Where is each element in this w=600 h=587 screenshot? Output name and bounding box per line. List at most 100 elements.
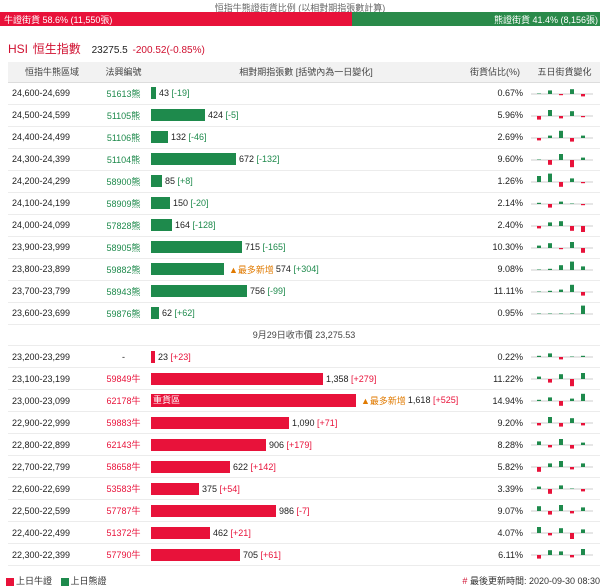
- range-cell: 24,500-24,599: [8, 104, 96, 127]
- trend-bar: [537, 93, 541, 94]
- contracts-text: 85 [+8]: [165, 176, 193, 186]
- table-row: 24,500-24,599 51105熊 424 [-5] 5.96%: [8, 104, 600, 127]
- contracts-value: 150: [173, 198, 189, 208]
- trend-bar: [581, 93, 585, 96]
- contracts-cell: 672 [-132]: [151, 148, 461, 171]
- symbol-link[interactable]: 58900熊: [96, 170, 151, 193]
- symbol-link[interactable]: 57790牛: [96, 543, 151, 567]
- range-cell: 23,200-23,299: [8, 345, 96, 369]
- trend-bar: [537, 175, 541, 182]
- trend-bar: [559, 264, 563, 270]
- trend-bar: [559, 461, 563, 468]
- contracts-value: 705: [243, 549, 259, 560]
- trend-bar: [581, 181, 585, 183]
- symbol-link[interactable]: 51105熊: [96, 104, 151, 127]
- symbol-link[interactable]: 62178牛: [96, 389, 151, 413]
- symbol-link[interactable]: 59882熊: [96, 258, 151, 281]
- contracts-text: 906 [+179]: [269, 440, 312, 450]
- trend-bar: [570, 137, 574, 142]
- trend-sparkline: [531, 527, 593, 540]
- range-cell: 23,000-23,099: [8, 389, 96, 413]
- trend-bar: [581, 203, 585, 205]
- symbol-link[interactable]: 59849牛: [96, 367, 151, 391]
- symbol-link[interactable]: 51372牛: [96, 521, 151, 545]
- trend-cell: [529, 214, 600, 237]
- trend-bar: [559, 401, 563, 406]
- contracts-cell: 23 [+23]: [151, 345, 461, 369]
- trend-bar: [570, 511, 574, 514]
- col-symbol: 法興編號: [96, 62, 151, 83]
- trend-bar: [548, 379, 552, 383]
- contracts-delta: [-99]: [267, 286, 286, 296]
- contracts-text: 375 [+54]: [202, 484, 240, 494]
- contracts-delta: [-132]: [256, 154, 280, 164]
- trend-sparkline: [531, 88, 593, 96]
- contracts-delta: [+279]: [351, 373, 377, 384]
- share-cell: 0.67%: [461, 82, 529, 105]
- symbol-link[interactable]: 58905熊: [96, 236, 151, 259]
- symbol-link[interactable]: 59876熊: [96, 302, 151, 325]
- symbol-link[interactable]: 51104熊: [96, 148, 151, 171]
- symbol-link[interactable]: 58909熊: [96, 192, 151, 215]
- trend-bar: [537, 245, 541, 248]
- contracts-delta: [-46]: [188, 132, 207, 142]
- trend-bar: [537, 291, 541, 292]
- trend-cell: [529, 455, 600, 479]
- trend-cell: [529, 126, 600, 149]
- trend-bar: [581, 157, 585, 160]
- ratio-bar: 牛證街貨 58.6% (11,550張) 熊證街貨 41.4% (8,156張): [0, 12, 600, 26]
- trend-sparkline: [531, 284, 593, 296]
- trend-bar: [537, 376, 541, 380]
- contracts-bar: [151, 197, 170, 209]
- trend-cell: [529, 433, 600, 457]
- trend-bar: [548, 397, 552, 402]
- trend-bar: [581, 489, 585, 492]
- trend-bar: [548, 445, 552, 448]
- table-row: 24,200-24,299 58900熊 85 [+8] 1.26%: [8, 170, 600, 193]
- symbol-link[interactable]: 57828熊: [96, 214, 151, 237]
- symbol-link[interactable]: 51106熊: [96, 126, 151, 149]
- symbol-link[interactable]: 51613熊: [96, 82, 151, 105]
- share-cell: 9.60%: [461, 148, 529, 171]
- range-cell: 23,900-23,999: [8, 236, 96, 259]
- symbol-link[interactable]: 53583牛: [96, 477, 151, 501]
- contracts-value: 622: [233, 461, 249, 472]
- share-cell: 11.11%: [461, 280, 529, 303]
- range-cell: 22,400-22,499: [8, 521, 96, 545]
- symbol-link[interactable]: 62143牛: [96, 433, 151, 457]
- trend-bar: [581, 247, 585, 253]
- trend-bar: [559, 130, 563, 138]
- trend-bar: [570, 418, 574, 424]
- symbol-link[interactable]: 57787牛: [96, 499, 151, 523]
- contracts-value: 986: [279, 505, 295, 516]
- trend-bar: [548, 173, 552, 182]
- trend-bar: [537, 486, 541, 490]
- table-row: 23,000-23,099 62178牛 重貨區 ▲最多新增 1,618 [+525] 1…: [8, 389, 600, 413]
- contracts-text: 705 [+61]: [243, 550, 281, 560]
- contracts-text: 43 [-19]: [159, 88, 190, 98]
- contracts-delta: [+8]: [177, 176, 193, 186]
- trend-cell: [529, 104, 600, 127]
- symbol-link[interactable]: 59883牛: [96, 411, 151, 435]
- contracts-bar: [151, 372, 323, 385]
- trend-bar: [559, 439, 563, 446]
- contracts-cell: 164 [-128]: [151, 214, 461, 237]
- symbol-link[interactable]: 58658牛: [96, 455, 151, 479]
- trend-bar: [548, 313, 552, 314]
- trend-sparkline: [531, 305, 593, 314]
- trend-bar: [548, 268, 552, 270]
- col-contracts: 相對期指張數 [括號內為一日變化]: [151, 62, 461, 83]
- trend-cell: [529, 302, 600, 325]
- trend-sparkline: [531, 461, 593, 472]
- trend-cell: [529, 280, 600, 303]
- trend-bar: [570, 159, 574, 167]
- trend-bar: [548, 489, 552, 494]
- trend-bar: [548, 550, 552, 556]
- symbol-link[interactable]: 58943熊: [96, 280, 151, 303]
- table-row: 22,800-22,899 62143牛 906 [+179] 8.28%: [8, 433, 600, 457]
- contracts-value: 375: [202, 483, 218, 494]
- contracts-delta: [+71]: [317, 417, 338, 428]
- trend-bar: [537, 423, 541, 426]
- trend-bar: [570, 88, 574, 94]
- share-cell: 4.07%: [461, 521, 529, 545]
